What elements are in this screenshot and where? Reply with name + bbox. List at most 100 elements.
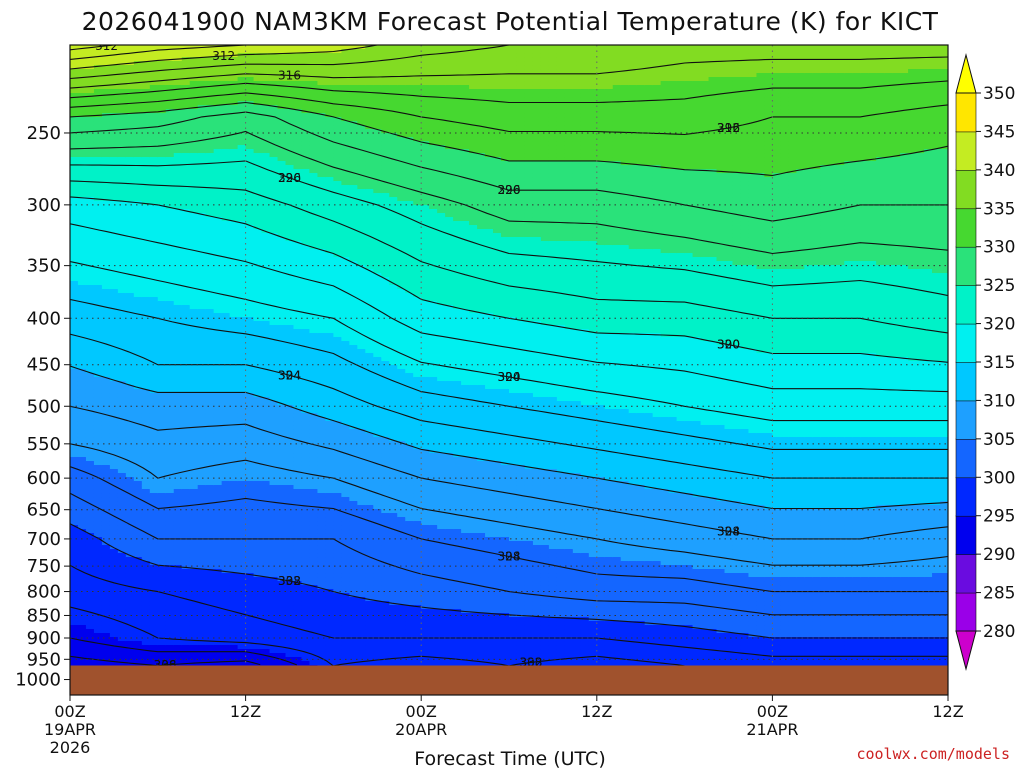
theta-cell: [198, 577, 207, 582]
potential-temperature-chart: 2026041900 NAM3KM Forecast Potential Tem…: [0, 0, 1024, 768]
theta-cell: [102, 561, 111, 566]
theta-cell: [110, 473, 119, 478]
theta-cell: [230, 301, 239, 306]
theta-cell: [70, 557, 79, 562]
theta-cell: [102, 237, 111, 242]
theta-cell: [166, 441, 175, 446]
theta-cell: [214, 401, 223, 406]
theta-cell: [118, 505, 127, 510]
theta-cell: [206, 521, 215, 526]
theta-cell: [206, 233, 215, 238]
theta-cell: [134, 265, 143, 270]
theta-cell: [166, 489, 175, 494]
theta-cell: [94, 597, 103, 602]
theta-cell: [182, 89, 191, 94]
theta-cell: [158, 545, 167, 550]
theta-cell: [238, 185, 247, 190]
theta-cell: [214, 357, 223, 362]
theta-cell: [166, 293, 175, 298]
theta-cell: [174, 81, 183, 86]
theta-cell: [78, 121, 87, 126]
theta-cell: [182, 289, 191, 294]
theta-cell: [150, 553, 159, 558]
theta-cell: [222, 261, 231, 266]
theta-cell: [222, 393, 231, 398]
theta-cell: [174, 301, 183, 306]
theta-cell: [214, 209, 223, 214]
theta-cell: [182, 101, 191, 106]
theta-cell: [166, 597, 175, 602]
theta-cell: [70, 533, 79, 538]
theta-cell: [166, 305, 175, 310]
theta-cell: [198, 277, 207, 282]
theta-cell: [94, 513, 103, 518]
theta-cell: [70, 269, 79, 274]
theta-cell: [70, 61, 79, 66]
theta-cell: [190, 641, 199, 646]
theta-cell: [190, 545, 199, 550]
theta-cell: [126, 549, 135, 554]
theta-cell: [70, 621, 79, 626]
theta-cell: [198, 353, 207, 358]
theta-cell: [126, 469, 135, 474]
theta-cell: [94, 233, 103, 238]
theta-cell: [102, 629, 111, 634]
theta-cell: [198, 317, 207, 322]
theta-cell: [190, 245, 199, 250]
theta-cell: [158, 641, 167, 646]
theta-cell: [134, 485, 143, 490]
theta-cell: [182, 49, 191, 54]
theta-cell: [110, 541, 119, 546]
theta-cell: [126, 325, 135, 330]
theta-cell: [230, 425, 239, 430]
theta-cell: [182, 61, 191, 66]
theta-cell: [214, 245, 223, 250]
theta-cell: [230, 409, 239, 414]
theta-cell: [222, 477, 231, 482]
theta-cell: [102, 249, 111, 254]
theta-cell: [230, 245, 239, 250]
theta-cell: [222, 485, 231, 490]
theta-cell: [206, 449, 215, 454]
theta-cell: [110, 313, 119, 318]
theta-cell: [118, 421, 127, 426]
theta-cell: [174, 413, 183, 418]
theta-cell: [142, 577, 151, 582]
theta-cell: [86, 593, 95, 598]
theta-cell: [214, 645, 223, 650]
theta-cell: [214, 177, 223, 182]
theta-cell: [94, 465, 103, 470]
theta-cell: [126, 129, 135, 134]
theta-cell: [126, 45, 135, 50]
theta-cell: [78, 573, 87, 578]
theta-cell: [158, 397, 167, 402]
theta-cell: [126, 361, 135, 366]
theta-cell: [206, 245, 215, 250]
theta-cell: [190, 337, 199, 342]
theta-cell: [86, 281, 95, 286]
theta-cell: [190, 341, 199, 346]
theta-cell: [134, 437, 143, 442]
theta-cell: [182, 225, 191, 230]
theta-cell: [78, 117, 87, 122]
theta-cell: [214, 505, 223, 510]
theta-cell: [86, 433, 95, 438]
theta-cell: [198, 297, 207, 302]
theta-cell: [174, 225, 183, 230]
theta-cell: [158, 605, 167, 610]
theta-cell: [110, 357, 119, 362]
theta-cell: [230, 533, 239, 538]
theta-cell: [214, 657, 223, 662]
theta-cell: [166, 93, 175, 98]
theta-cell: [78, 309, 87, 314]
theta-cell: [198, 549, 207, 554]
theta-cell: [110, 121, 119, 126]
theta-cell: [206, 417, 215, 422]
theta-cell: [86, 553, 95, 558]
theta-cell: [78, 381, 87, 386]
theta-cell: [70, 117, 79, 122]
theta-cell: [150, 249, 159, 254]
theta-cell: [126, 501, 135, 506]
theta-cell: [118, 109, 127, 114]
theta-cell: [214, 481, 223, 486]
